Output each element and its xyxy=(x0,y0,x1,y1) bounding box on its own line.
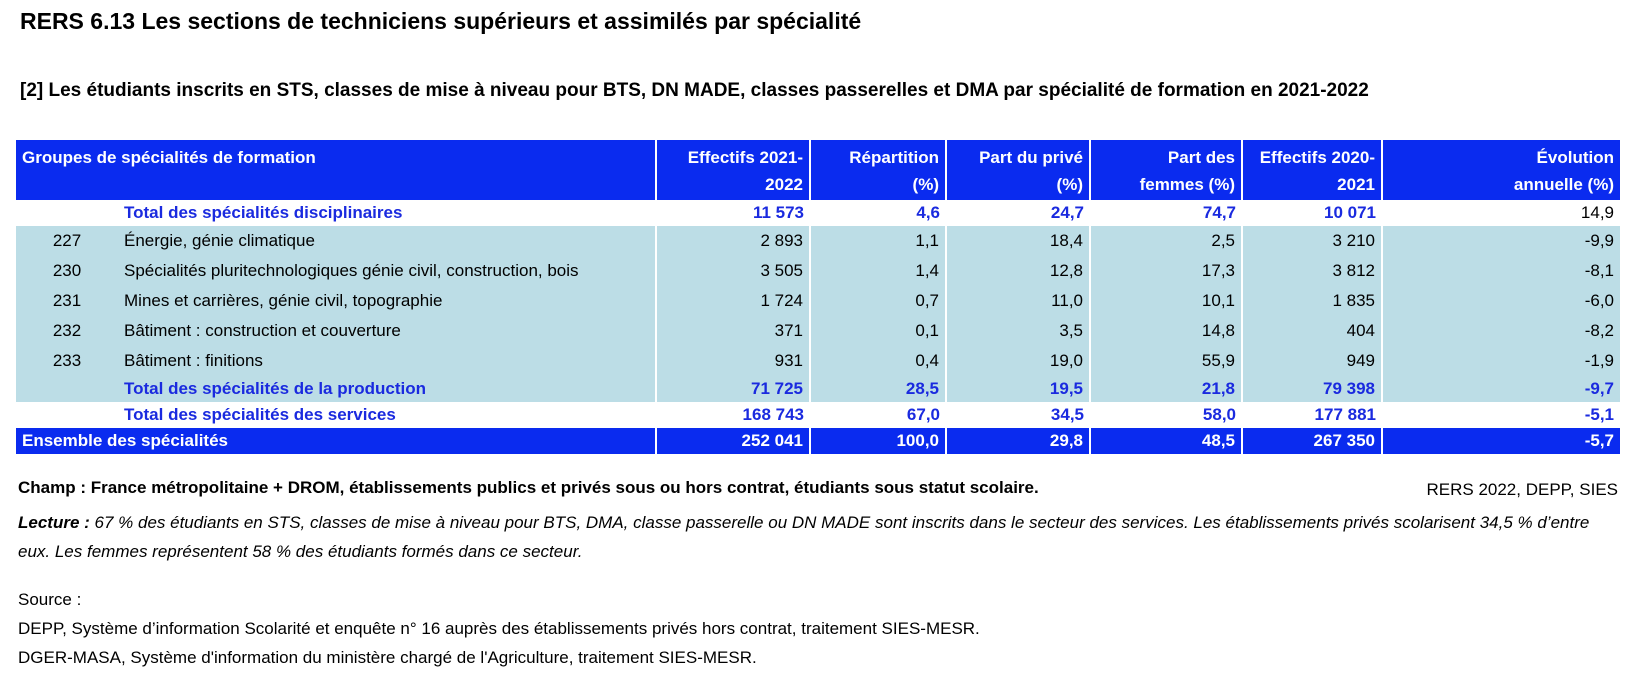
cell-evol: -8,1 xyxy=(1382,256,1620,286)
cell-prive: 19,0 xyxy=(946,346,1091,376)
cell-label: Énergie, génie climatique xyxy=(118,226,657,256)
table-row: 233 Bâtiment : finitions 931 0,4 19,0 55… xyxy=(16,346,1620,376)
cell-evol: -6,0 xyxy=(1382,286,1620,316)
ensemble-row: Ensemble des spécialités 252 041 100,0 2… xyxy=(16,428,1620,454)
cell-eff2021: 1 835 xyxy=(1242,286,1383,316)
cell-evol: -8,2 xyxy=(1382,316,1620,346)
cell-evol: -9,7 xyxy=(1382,376,1620,402)
cell-eff2021: 3 210 xyxy=(1242,226,1383,256)
header-effectifs-2021-2022: Effectifs 2021- 2022 xyxy=(656,140,811,200)
header-effectifs-2020-2021: Effectifs 2020- 2021 xyxy=(1242,140,1383,200)
cell-rep: 4,6 xyxy=(810,200,946,226)
cell-rep: 67,0 xyxy=(810,402,946,428)
cell-prive: 3,5 xyxy=(946,316,1091,346)
cell-prive: 12,8 xyxy=(946,256,1091,286)
row-label: Total des spécialités des services xyxy=(118,402,656,428)
total-production-row: Total des spécialités de la production 7… xyxy=(16,376,1620,402)
source-block: Source : DEPP, Système d’information Sco… xyxy=(18,585,980,672)
lecture-note: Lecture : 67 % des étudiants en STS, cla… xyxy=(18,508,1618,566)
cell-rep: 28,5 xyxy=(810,376,947,402)
header-evolution: Évolution annuelle (%) xyxy=(1382,140,1620,200)
cell-rep: 0,1 xyxy=(810,316,947,346)
cell-rep: 1,4 xyxy=(810,256,947,286)
total-disciplinaires-row: Total des spécialités disciplinaires 11 … xyxy=(16,200,1620,226)
cell-femmes: 14,8 xyxy=(1090,316,1243,346)
cell-code: 230 xyxy=(16,256,118,286)
cell-femmes: 2,5 xyxy=(1090,226,1243,256)
cell-prive: 18,4 xyxy=(946,226,1091,256)
row-label: Ensemble des spécialités xyxy=(16,428,657,454)
cell-label: Spécialités pluritechnologiques génie ci… xyxy=(118,256,657,286)
total-services-row: Total des spécialités des services 168 7… xyxy=(16,402,1620,428)
row-label: Total des spécialités disciplinaires xyxy=(118,200,656,226)
cell-prive: 29,8 xyxy=(946,428,1091,454)
cell-rep: 0,4 xyxy=(810,346,947,376)
source-label: Source : xyxy=(18,590,82,609)
cell-rep: 1,1 xyxy=(810,226,947,256)
cell-eff2122: 1 724 xyxy=(656,286,811,316)
credit-note: RERS 2022, DEPP, SIES xyxy=(1426,480,1618,499)
cell-eff2021: 10 071 xyxy=(1242,200,1382,226)
source-line: DGER-MASA, Système d'information du mini… xyxy=(18,648,757,667)
lecture-label: Lecture : xyxy=(18,513,90,532)
table-subtitle: [2] Les étudiants inscrits en STS, class… xyxy=(20,80,1369,101)
cell-evol: -5,7 xyxy=(1382,428,1620,454)
cell-code: 227 xyxy=(16,226,118,256)
cell-label: Bâtiment : construction et couverture xyxy=(118,316,657,346)
header-part-prive: Part du privé (%) xyxy=(946,140,1091,200)
cell-femmes: 17,3 xyxy=(1090,256,1243,286)
table-header-row: Groupes de spécialités de formation Effe… xyxy=(16,140,1620,200)
cell-evol: 14,9 xyxy=(1382,200,1620,226)
table-row: 232 Bâtiment : construction et couvertur… xyxy=(16,316,1620,346)
cell-evol: -1,9 xyxy=(1382,346,1620,376)
cell-code: 232 xyxy=(16,316,118,346)
cell-rep: 100,0 xyxy=(810,428,947,454)
source-line: DEPP, Système d’information Scolarité et… xyxy=(18,619,980,638)
cell-evol: -9,9 xyxy=(1382,226,1620,256)
header-group: Groupes de spécialités de formation xyxy=(16,140,657,200)
cell-femmes: 10,1 xyxy=(1090,286,1243,316)
cell-eff2122: 371 xyxy=(656,316,811,346)
cell-femmes: 21,8 xyxy=(1090,376,1243,402)
cell-eff2021: 3 812 xyxy=(1242,256,1383,286)
cell-femmes: 58,0 xyxy=(1090,402,1242,428)
cell-code: 231 xyxy=(16,286,118,316)
header-part-femmes: Part des femmes (%) xyxy=(1090,140,1243,200)
cell-eff2122: 931 xyxy=(656,346,811,376)
header-repartition: Répartition (%) xyxy=(810,140,947,200)
table-row: 227 Énergie, génie climatique 2 893 1,1 … xyxy=(16,226,1620,256)
table-row: 231 Mines et carrières, génie civil, top… xyxy=(16,286,1620,316)
cell-code: 233 xyxy=(16,346,118,376)
cell-eff2122: 71 725 xyxy=(656,376,811,402)
lecture-text: 67 % des étudiants en STS, classes de mi… xyxy=(18,513,1590,561)
cell-femmes: 55,9 xyxy=(1090,346,1243,376)
cell-eff2122: 252 041 xyxy=(656,428,811,454)
row-label: Total des spécialités de la production xyxy=(118,376,657,402)
cell-eff2122: 2 893 xyxy=(656,226,811,256)
cell-eff2021: 267 350 xyxy=(1242,428,1383,454)
table-row: 230 Spécialités pluritechnologiques géni… xyxy=(16,256,1620,286)
cell-rep: 0,7 xyxy=(810,286,947,316)
cell-eff2122: 11 573 xyxy=(656,200,810,226)
cell-eff2122: 168 743 xyxy=(656,402,810,428)
cell-femmes: 48,5 xyxy=(1090,428,1243,454)
cell-eff2021: 404 xyxy=(1242,316,1383,346)
cell-femmes: 74,7 xyxy=(1090,200,1242,226)
cell-label: Bâtiment : finitions xyxy=(118,346,657,376)
cell-eff2122: 3 505 xyxy=(656,256,811,286)
cell-prive: 11,0 xyxy=(946,286,1091,316)
cell-eff2021: 79 398 xyxy=(1242,376,1383,402)
cell-eff2021: 177 881 xyxy=(1242,402,1382,428)
cell-prive: 34,5 xyxy=(946,402,1090,428)
specialites-table: Groupes de spécialités de formation Effe… xyxy=(16,140,1620,454)
cell-evol: -5,1 xyxy=(1382,402,1620,428)
cell-prive: 24,7 xyxy=(946,200,1090,226)
page-title: RERS 6.13 Les sections de techniciens su… xyxy=(20,8,862,34)
cell-label: Mines et carrières, génie civil, topogra… xyxy=(118,286,657,316)
cell-prive: 19,5 xyxy=(946,376,1091,402)
cell-eff2021: 949 xyxy=(1242,346,1383,376)
champ-note: Champ : France métropolitaine + DROM, ét… xyxy=(18,478,1039,497)
